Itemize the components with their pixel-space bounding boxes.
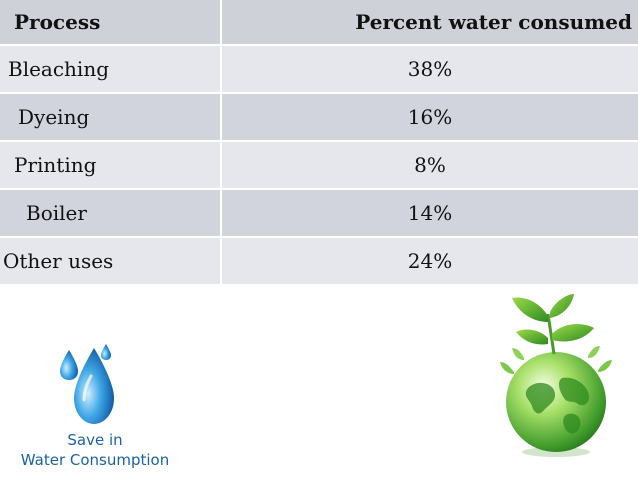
- cell-percent: 24%: [222, 238, 638, 286]
- table-row: Boiler 14%: [0, 190, 638, 238]
- cell-process: Dyeing: [0, 94, 222, 142]
- water-consumption-table: Process Percent water consumed Bleaching…: [0, 0, 638, 286]
- cell-percent: 38%: [222, 46, 638, 94]
- cell-percent: 16%: [222, 94, 638, 142]
- caption-line-1: Save in: [67, 431, 123, 449]
- cell-process: Printing: [0, 142, 222, 190]
- table-header-row: Process Percent water consumed: [0, 0, 638, 46]
- table-row: Other uses 24%: [0, 238, 638, 286]
- cell-process: Other uses: [0, 238, 222, 286]
- save-water-caption: Save in Water Consumption: [10, 430, 180, 470]
- cell-process: Bleaching: [0, 46, 222, 94]
- caption-line-2: Water Consumption: [20, 451, 170, 469]
- header-process: Process: [0, 0, 222, 46]
- table-row: Dyeing 16%: [0, 94, 638, 142]
- cell-percent: 8%: [222, 142, 638, 190]
- table-row: Printing 8%: [0, 142, 638, 190]
- cell-process: Boiler: [0, 190, 222, 238]
- green-globe-plant-icon: [498, 292, 614, 460]
- header-percent: Percent water consumed: [222, 0, 638, 46]
- cell-percent: 14%: [222, 190, 638, 238]
- water-consumption-table-container: Process Percent water consumed Bleaching…: [0, 0, 638, 286]
- table-row: Bleaching 38%: [0, 46, 638, 94]
- water-drops-icon: [58, 342, 120, 428]
